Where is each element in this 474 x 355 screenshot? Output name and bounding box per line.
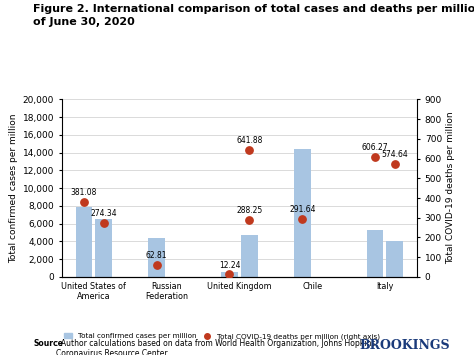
Text: 12.24: 12.24 xyxy=(219,261,240,269)
Text: Figure 2. International comparison of total cases and deaths per million as
of J: Figure 2. International comparison of to… xyxy=(33,4,474,27)
Point xyxy=(246,217,253,223)
Point xyxy=(371,154,379,160)
Point xyxy=(226,272,233,277)
Bar xyxy=(294,149,310,277)
Point xyxy=(80,199,88,204)
Text: 606.27: 606.27 xyxy=(362,143,388,152)
Text: BROOKINGS: BROOKINGS xyxy=(360,339,450,352)
Point xyxy=(391,161,399,166)
Legend: Total confirmed cases per million, Total COVID-19 deaths per million (right axis: Total confirmed cases per million, Total… xyxy=(61,330,383,343)
Text: 274.34: 274.34 xyxy=(91,209,117,218)
Point xyxy=(153,262,161,267)
Text: 291.64: 291.64 xyxy=(289,206,316,214)
Bar xyxy=(386,241,403,277)
Bar xyxy=(367,230,383,277)
Point xyxy=(100,220,108,226)
Point xyxy=(246,147,253,153)
Text: 288.25: 288.25 xyxy=(236,206,263,215)
Text: 381.08: 381.08 xyxy=(71,188,97,197)
Bar xyxy=(241,235,257,277)
Text: 62.81: 62.81 xyxy=(146,251,167,260)
Y-axis label: Total COVID-19 deaths per million: Total COVID-19 deaths per million xyxy=(446,112,455,264)
Bar xyxy=(76,207,92,277)
Bar xyxy=(148,238,165,277)
Point xyxy=(299,217,306,222)
Y-axis label: Total confirmed cases per million: Total confirmed cases per million xyxy=(9,113,18,263)
Bar xyxy=(221,273,238,277)
Bar xyxy=(95,219,112,277)
Text: 574.64: 574.64 xyxy=(382,149,408,159)
Text: Source: Source xyxy=(33,339,63,348)
Text: : Author calculations based on data from World Health Organization, Johns Hopkin: : Author calculations based on data from… xyxy=(56,339,375,355)
Text: 641.88: 641.88 xyxy=(236,136,263,145)
